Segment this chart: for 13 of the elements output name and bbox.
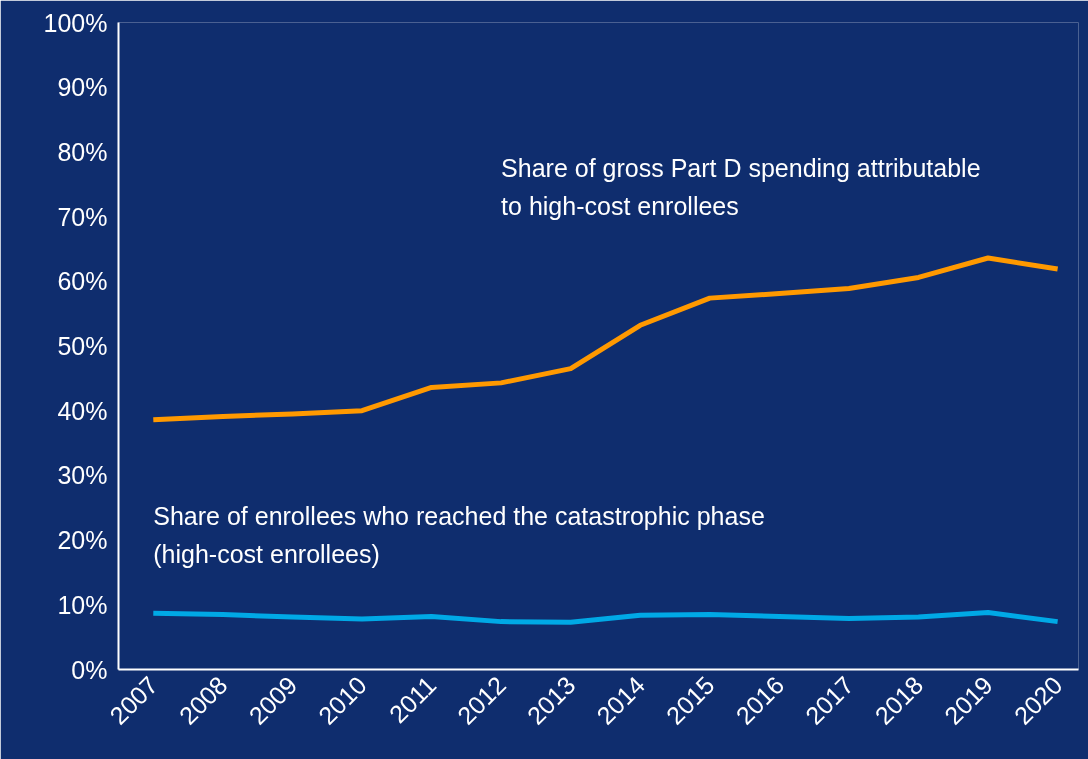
y-tick-label: 50% <box>57 332 108 360</box>
y-tick-label: 30% <box>57 461 108 490</box>
y-tick-label: 10% <box>57 590 108 619</box>
y-tick-label: 100% <box>43 8 108 37</box>
series-label: Share of enrollees who reached the catastrophic phase (high-cost enrollees) <box>153 502 765 568</box>
y-tick-label: 20% <box>57 526 108 555</box>
y-tick-label: 80% <box>57 137 108 166</box>
y-tick-label: 90% <box>57 73 108 102</box>
y-tick-label: 40% <box>57 396 108 425</box>
y-tick-label: 0% <box>71 655 108 684</box>
y-tick-label: 60% <box>57 267 108 296</box>
y-tick-label: 70% <box>57 202 108 231</box>
series-label: Share of gross Part D spending attributable to high-cost enrollees <box>501 153 981 220</box>
